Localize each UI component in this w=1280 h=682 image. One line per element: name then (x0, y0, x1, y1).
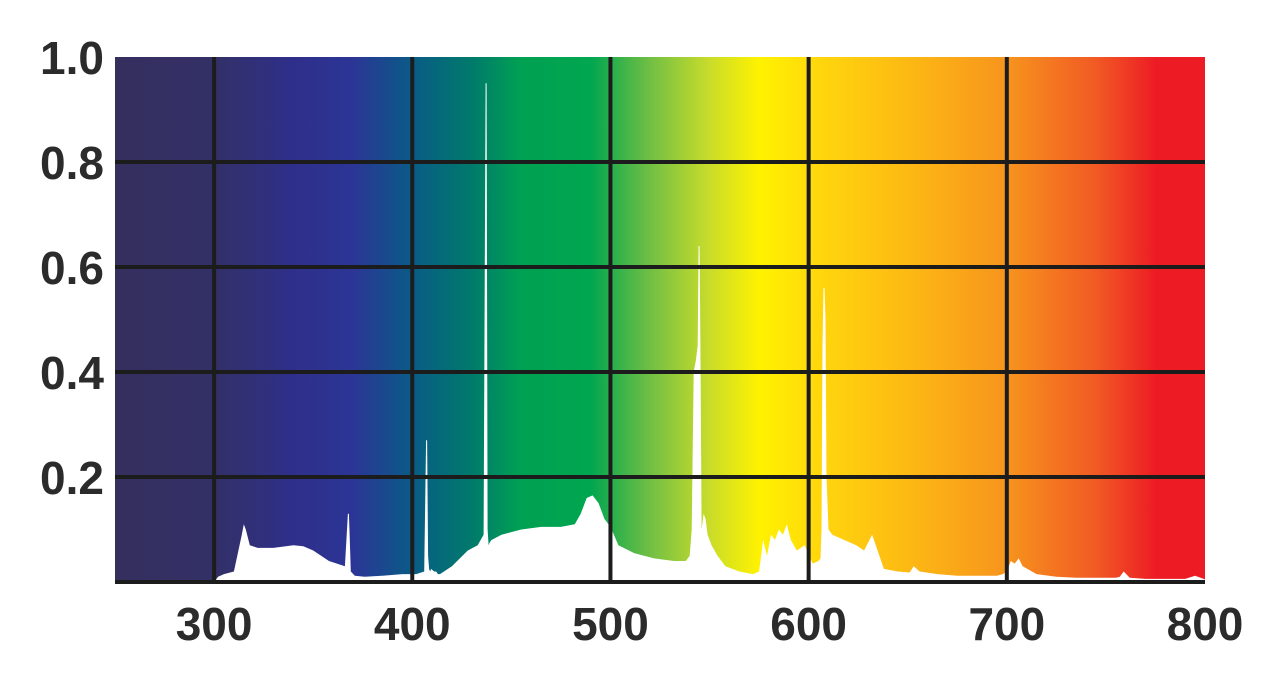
y-tick-label-0.8: 0.8 (40, 137, 104, 189)
x-tick-label-500: 500 (572, 598, 649, 650)
y-tick-label-1: 1.0 (40, 32, 104, 84)
y-tick-label-0.4: 0.4 (40, 347, 104, 399)
y-tick-label-0.2: 0.2 (40, 452, 104, 504)
x-tick-label-800: 800 (1167, 598, 1244, 650)
x-tick-label-400: 400 (374, 598, 451, 650)
x-tick-label-600: 600 (770, 598, 847, 650)
x-tick-label-300: 300 (176, 598, 253, 650)
x-axis-tick-labels: 300 400 500 600 700 800 (176, 598, 1244, 650)
spectrum-background (115, 57, 1205, 582)
y-tick-label-0.6: 0.6 (40, 242, 104, 294)
y-axis-tick-labels: 0.2 0.4 0.6 0.8 1.0 (40, 32, 104, 504)
grid-lines (115, 57, 1205, 584)
x-tick-label-700: 700 (968, 598, 1045, 650)
